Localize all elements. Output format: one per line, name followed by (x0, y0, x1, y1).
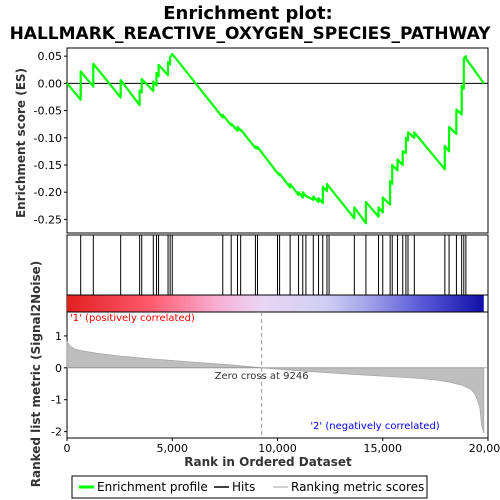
es-panel: 0.05 0.00 -0.05 -0.10 -0.15 -0.20 -0.25 (34, 47, 489, 234)
es-y-tick-label: -0.20 (34, 186, 62, 199)
es-plot-frame (66, 47, 489, 234)
x-tick-label: 0 (64, 442, 71, 455)
metric-panel: Zero cross at 9246 '1' (positively correl… (51, 311, 489, 439)
hits-panel (66, 234, 489, 313)
es-y-tick-label: -0.10 (34, 132, 62, 145)
legend-hits-label: Hits (232, 480, 255, 494)
x-tick-label: 20,000 (469, 442, 500, 455)
x-tick-label: 15,000 (364, 442, 403, 455)
positive-correlation-label: '1' (positively correlated) (70, 313, 195, 324)
negative-correlation-label: '2' (negatively correlated) (310, 421, 439, 432)
es-y-tick-label: -0.25 (34, 213, 62, 226)
es-y-axis-label: Enrichment score (ES) (14, 68, 28, 218)
zero-cross-label: Zero cross at 9246 (215, 371, 309, 382)
metric-y-tick-label: -1 (51, 394, 62, 407)
legend-metric-label: Ranking metric scores (291, 480, 424, 494)
ranked-list-color-bar (67, 295, 484, 312)
metric-y-tick-label: 0 (55, 362, 62, 375)
enrichment-profile-line (66, 52, 485, 225)
chart-title-line2: HALLMARK_REACTIVE_OXYGEN_SPECIES_PATHWAY (10, 24, 492, 44)
x-axis-label: Rank in Ordered Dataset (184, 455, 352, 469)
es-y-tick-label: 0.00 (38, 77, 63, 90)
metric-y-axis-label: Ranked list metric (Signal2Noise) (29, 261, 43, 488)
es-y-tick-label: 0.05 (38, 50, 63, 63)
x-axis: 0 5,000 10,000 15,000 20,000 (64, 438, 500, 455)
ranking-metric-area (66, 340, 485, 434)
es-y-tick-label: -0.05 (34, 105, 62, 118)
x-tick-label: 5,000 (157, 442, 189, 455)
metric-y-tick-label: -2 (51, 426, 62, 439)
chart-title-line1: Enrichment plot: (163, 3, 333, 24)
legend: Enrichment profile Hits Ranking metric s… (71, 475, 428, 499)
legend-box (71, 475, 428, 499)
legend-profile-label: Enrichment profile (97, 480, 208, 494)
es-y-tick-label: -0.15 (34, 159, 62, 172)
metric-y-tick-label: 1 (55, 330, 62, 343)
x-tick-label: 10,000 (258, 442, 297, 455)
